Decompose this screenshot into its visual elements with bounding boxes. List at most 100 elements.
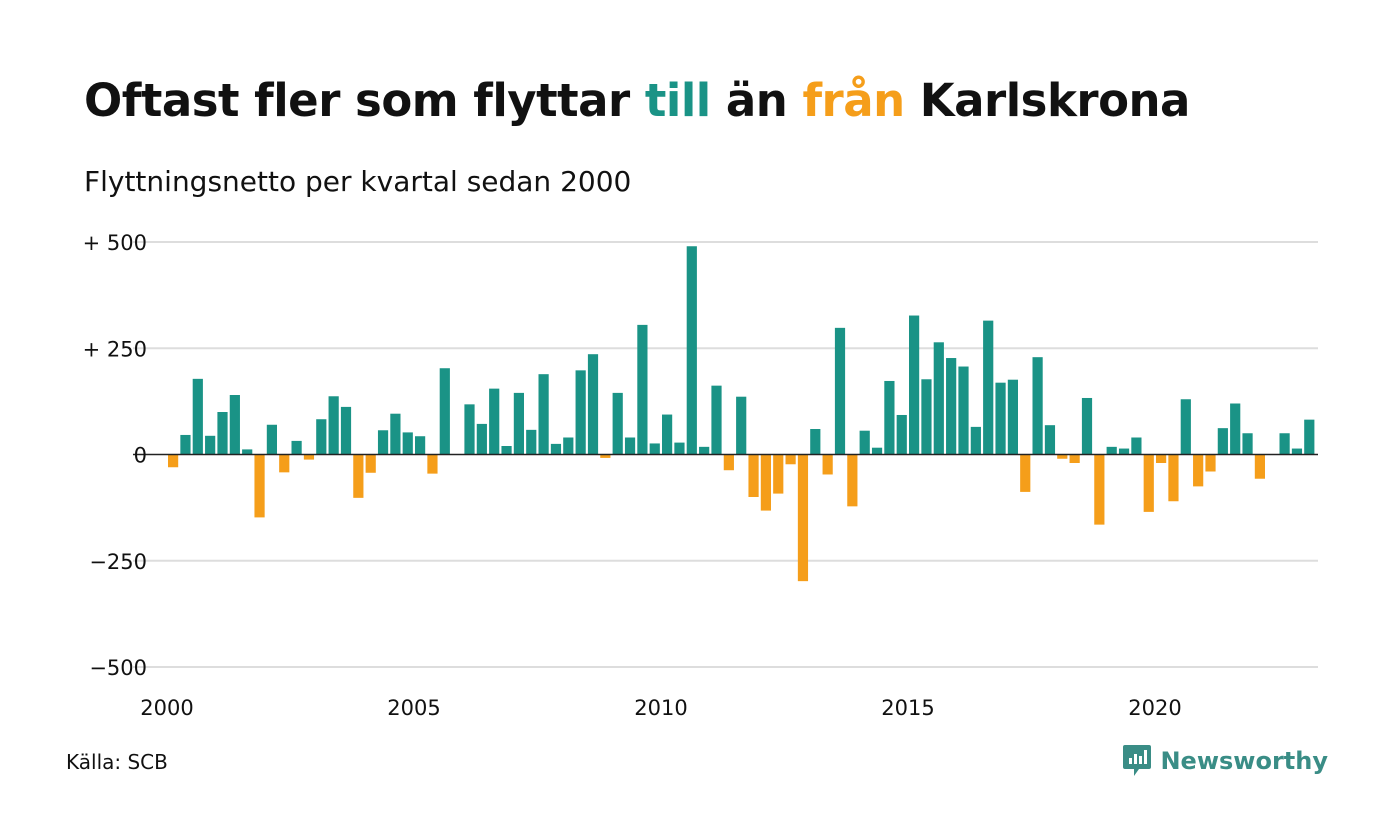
y-tick-label: + 500 bbox=[83, 231, 147, 255]
bar bbox=[637, 324, 648, 455]
bar bbox=[736, 396, 747, 455]
bar bbox=[205, 435, 216, 455]
x-tick-label: 2010 bbox=[634, 696, 687, 720]
bar bbox=[266, 424, 277, 455]
y-tick-label: + 250 bbox=[83, 337, 147, 361]
bar bbox=[600, 454, 611, 458]
bar bbox=[711, 385, 722, 455]
bar bbox=[909, 315, 920, 455]
bar bbox=[1156, 454, 1167, 463]
bar bbox=[958, 366, 969, 455]
bar bbox=[1094, 454, 1105, 525]
bar bbox=[415, 436, 426, 455]
bar bbox=[1118, 448, 1130, 455]
bar bbox=[662, 414, 673, 455]
bar bbox=[217, 412, 228, 455]
bar bbox=[649, 443, 660, 455]
bar bbox=[390, 413, 401, 455]
brand-logo: Newsworthy bbox=[1122, 744, 1328, 778]
bar bbox=[328, 396, 339, 455]
bar bbox=[1279, 433, 1290, 455]
x-tick-label: 2015 bbox=[881, 696, 934, 720]
bars bbox=[168, 246, 1315, 582]
bar bbox=[291, 440, 302, 455]
bar bbox=[353, 454, 364, 498]
bar bbox=[760, 454, 771, 511]
bar bbox=[686, 246, 697, 455]
bar bbox=[1291, 448, 1303, 455]
bar bbox=[1193, 454, 1204, 487]
title-part: Karlskrona bbox=[904, 74, 1191, 127]
bar bbox=[896, 414, 907, 455]
bar bbox=[550, 443, 562, 455]
bar bbox=[402, 432, 413, 455]
bar bbox=[365, 454, 376, 473]
bar bbox=[1032, 357, 1043, 455]
chart-subtitle: Flyttningsnetto per kvartal sedan 2000 bbox=[84, 165, 632, 198]
title-part: från bbox=[802, 74, 905, 127]
bar bbox=[884, 380, 895, 455]
bar bbox=[1304, 419, 1315, 455]
bar bbox=[1057, 454, 1068, 459]
bar bbox=[538, 374, 549, 455]
y-axis-labels: + 500 + 250 0 −250 −500 bbox=[83, 231, 147, 680]
bar bbox=[168, 454, 179, 468]
source-note: Källa: SCB bbox=[66, 750, 168, 774]
bar bbox=[439, 368, 450, 455]
bar bbox=[822, 454, 833, 475]
bar bbox=[859, 430, 870, 455]
bar bbox=[699, 446, 710, 455]
bar bbox=[575, 370, 586, 455]
bar bbox=[1143, 454, 1154, 512]
bar bbox=[624, 437, 636, 455]
bar bbox=[983, 320, 994, 455]
bar bbox=[340, 406, 352, 455]
bar bbox=[180, 434, 191, 455]
bar bbox=[1180, 399, 1191, 455]
bar bbox=[871, 447, 883, 455]
bar bbox=[1069, 454, 1080, 463]
bar bbox=[1168, 454, 1179, 502]
bar bbox=[1007, 379, 1018, 455]
bar bbox=[242, 449, 253, 455]
bar bbox=[748, 454, 759, 497]
bar bbox=[810, 429, 821, 455]
bar bbox=[1242, 433, 1253, 455]
bar bbox=[1131, 437, 1142, 455]
bar bbox=[192, 378, 203, 455]
bar bbox=[587, 354, 599, 455]
bar bbox=[773, 454, 784, 494]
x-tick-label: 2000 bbox=[140, 696, 193, 720]
bar bbox=[1081, 397, 1093, 455]
bar bbox=[279, 454, 290, 473]
x-tick-label: 2005 bbox=[387, 696, 440, 720]
bar bbox=[303, 454, 315, 460]
title-part: än bbox=[710, 74, 803, 127]
y-tick-label: −500 bbox=[89, 656, 147, 680]
chart-title: Oftast fler som flyttar till än från Kar… bbox=[84, 74, 1190, 127]
bar bbox=[933, 342, 944, 455]
brand-name: Newsworthy bbox=[1160, 747, 1328, 775]
bar bbox=[612, 392, 623, 455]
title-part: till bbox=[644, 74, 711, 127]
bar bbox=[785, 454, 796, 465]
bar bbox=[970, 426, 981, 455]
bar bbox=[563, 437, 574, 455]
bar bbox=[254, 454, 265, 518]
bar bbox=[847, 454, 858, 507]
bar bbox=[526, 429, 537, 455]
bar bbox=[1044, 425, 1056, 455]
x-tick-label: 2020 bbox=[1128, 696, 1181, 720]
bar-chart: + 500 + 250 0 −250 −500 2000 2005 2010 2015 2020 bbox=[83, 231, 1318, 720]
y-tick-label: −250 bbox=[89, 550, 147, 574]
bar bbox=[476, 423, 487, 455]
bar bbox=[723, 454, 734, 471]
bar bbox=[377, 430, 389, 455]
bar bbox=[946, 358, 957, 455]
bar bbox=[229, 395, 240, 455]
x-axis-labels: 2000 2005 2010 2015 2020 bbox=[140, 696, 1181, 720]
bar bbox=[797, 454, 809, 582]
grid-lines bbox=[133, 241, 1318, 668]
bar bbox=[316, 419, 327, 455]
bar bbox=[674, 442, 685, 455]
